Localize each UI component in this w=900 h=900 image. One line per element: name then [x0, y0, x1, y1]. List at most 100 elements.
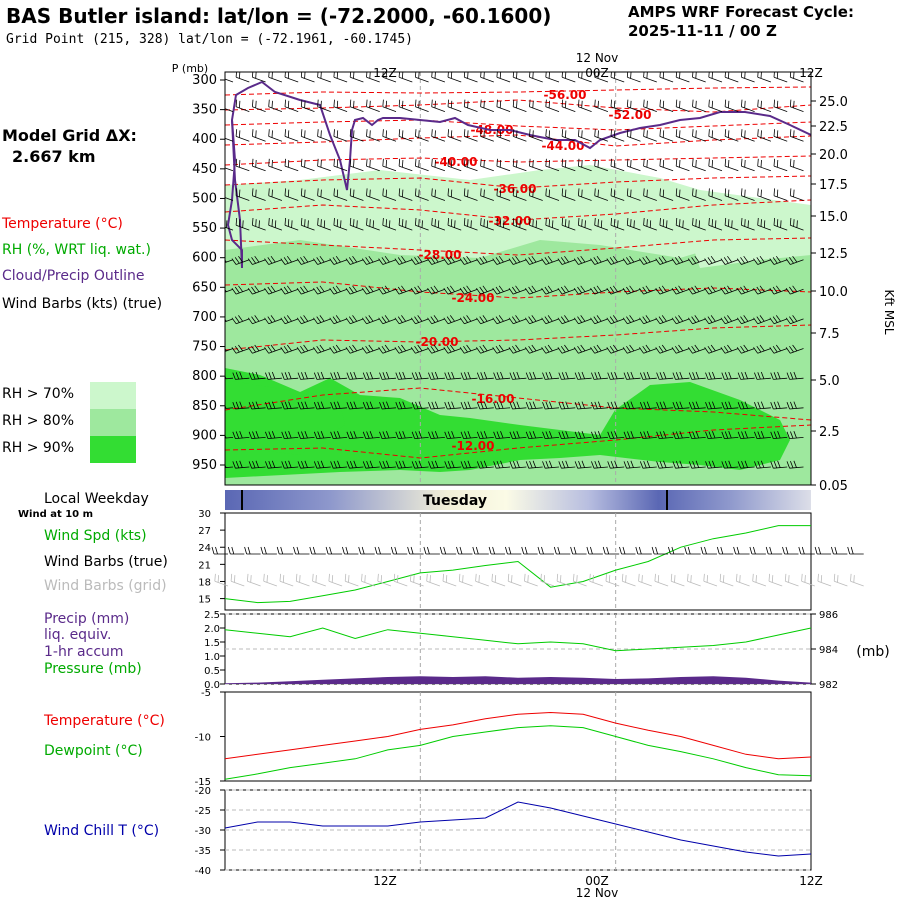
wind-barb [754, 460, 771, 469]
wind-barb [724, 217, 739, 231]
wind-barb [773, 158, 788, 172]
wind-barb [264, 315, 283, 325]
height-axis-title: Kft MSL [882, 289, 896, 334]
wind-barb [687, 573, 701, 587]
wind-barb [358, 546, 375, 555]
temperature-contour-label: -56.00 [544, 88, 587, 102]
wind-barb [252, 158, 266, 172]
wind-barb [476, 431, 494, 439]
wind-barb [782, 546, 799, 555]
wind-barb [480, 188, 494, 201]
wind-barb [480, 99, 494, 112]
wind-barb [317, 129, 331, 142]
wind-barb [508, 255, 527, 265]
wind-barb [379, 431, 397, 439]
wind-barb [733, 546, 750, 555]
temperature-contour [225, 281, 811, 299]
wind-barb [537, 546, 554, 555]
temperature-contour [225, 237, 811, 256]
wind-barb [704, 285, 723, 295]
dewpoint-line [224, 725, 812, 780]
wind-barb [817, 573, 832, 587]
wind-barb [423, 546, 440, 555]
wind-barb [225, 288, 234, 293]
wind-barb [491, 573, 506, 587]
wind-barb [607, 431, 625, 439]
wind-barb [346, 401, 364, 410]
height-tick-label: 7.5 [819, 327, 840, 342]
wind-barb [574, 460, 592, 469]
height-tick-label: 10.0 [819, 285, 848, 300]
height-tick-label: 25.0 [819, 95, 848, 110]
wind-barb [344, 573, 359, 587]
wind-barb [328, 573, 343, 587]
wind-barb [349, 217, 364, 231]
pressure-tick-label: 750 [192, 340, 217, 355]
wind-barb [741, 217, 755, 231]
wind-barb [737, 371, 755, 380]
wind-barb [659, 158, 674, 172]
wind-barb [345, 285, 364, 295]
wind-barb [773, 99, 788, 112]
wind-barb [493, 460, 511, 469]
wind-barb [605, 573, 620, 587]
wind-barb [232, 401, 250, 410]
wind-barb [505, 546, 522, 555]
wind-barb [785, 285, 804, 295]
wind-barb [736, 315, 755, 325]
wind-barb [770, 401, 788, 410]
wind-barb [545, 158, 560, 172]
legend-wind: Wind Barbs (kts) (true) [2, 296, 163, 312]
wind-barb [279, 573, 294, 587]
wind-barb [309, 546, 326, 555]
wind-barb [553, 546, 571, 555]
wind-barb [428, 371, 445, 380]
wind-barb [705, 401, 723, 410]
wind-speed-tick-label: 30 [198, 509, 211, 520]
wind-barb [296, 315, 315, 325]
cloud-outline [230, 80, 811, 269]
wind-barb [313, 460, 331, 469]
bottom-tick-00z: 00Z [585, 874, 609, 888]
windchill-line [224, 801, 812, 857]
wind-barb [525, 460, 543, 469]
pressure-tick-label: 400 [192, 132, 217, 147]
wind-barb [231, 344, 250, 354]
wind-barb [607, 371, 625, 380]
wind-barb [230, 573, 245, 587]
wind-barb [415, 158, 429, 172]
wind-barb [770, 460, 788, 469]
wind-barb [670, 573, 685, 587]
wind-barb [349, 158, 364, 172]
wind-barb [541, 315, 560, 325]
wind-barb [574, 371, 592, 380]
wind-barb [480, 129, 494, 142]
wind-barb [460, 371, 478, 380]
wind-barb [394, 255, 413, 265]
wind-barb [379, 401, 397, 410]
wind-barb [659, 129, 674, 142]
wind-barb [382, 99, 397, 112]
wind-barb [493, 401, 511, 410]
wind-barb [463, 99, 478, 112]
wind-barb [247, 255, 266, 265]
wind-barb [541, 285, 560, 295]
wind-barb [512, 99, 527, 112]
wind-barb [594, 129, 609, 142]
cycle-value: 2025-11-11 / 00 Z [628, 22, 777, 40]
weekday-bar [225, 490, 811, 510]
wind-barb [768, 573, 783, 587]
wind-barb [458, 573, 473, 587]
wind-barb [496, 188, 511, 201]
wind-barb [330, 401, 348, 410]
wind-speed-tick-label: 24 [198, 543, 211, 554]
wind-barb [573, 573, 587, 587]
wind-barb [398, 99, 413, 112]
wind-barb [488, 546, 506, 555]
wind-barb [427, 285, 446, 295]
temperature-contour [225, 424, 811, 459]
wind-barb [415, 188, 429, 201]
wind-barb [349, 188, 364, 201]
wind-barb [459, 255, 478, 265]
wind-barb [235, 129, 250, 142]
